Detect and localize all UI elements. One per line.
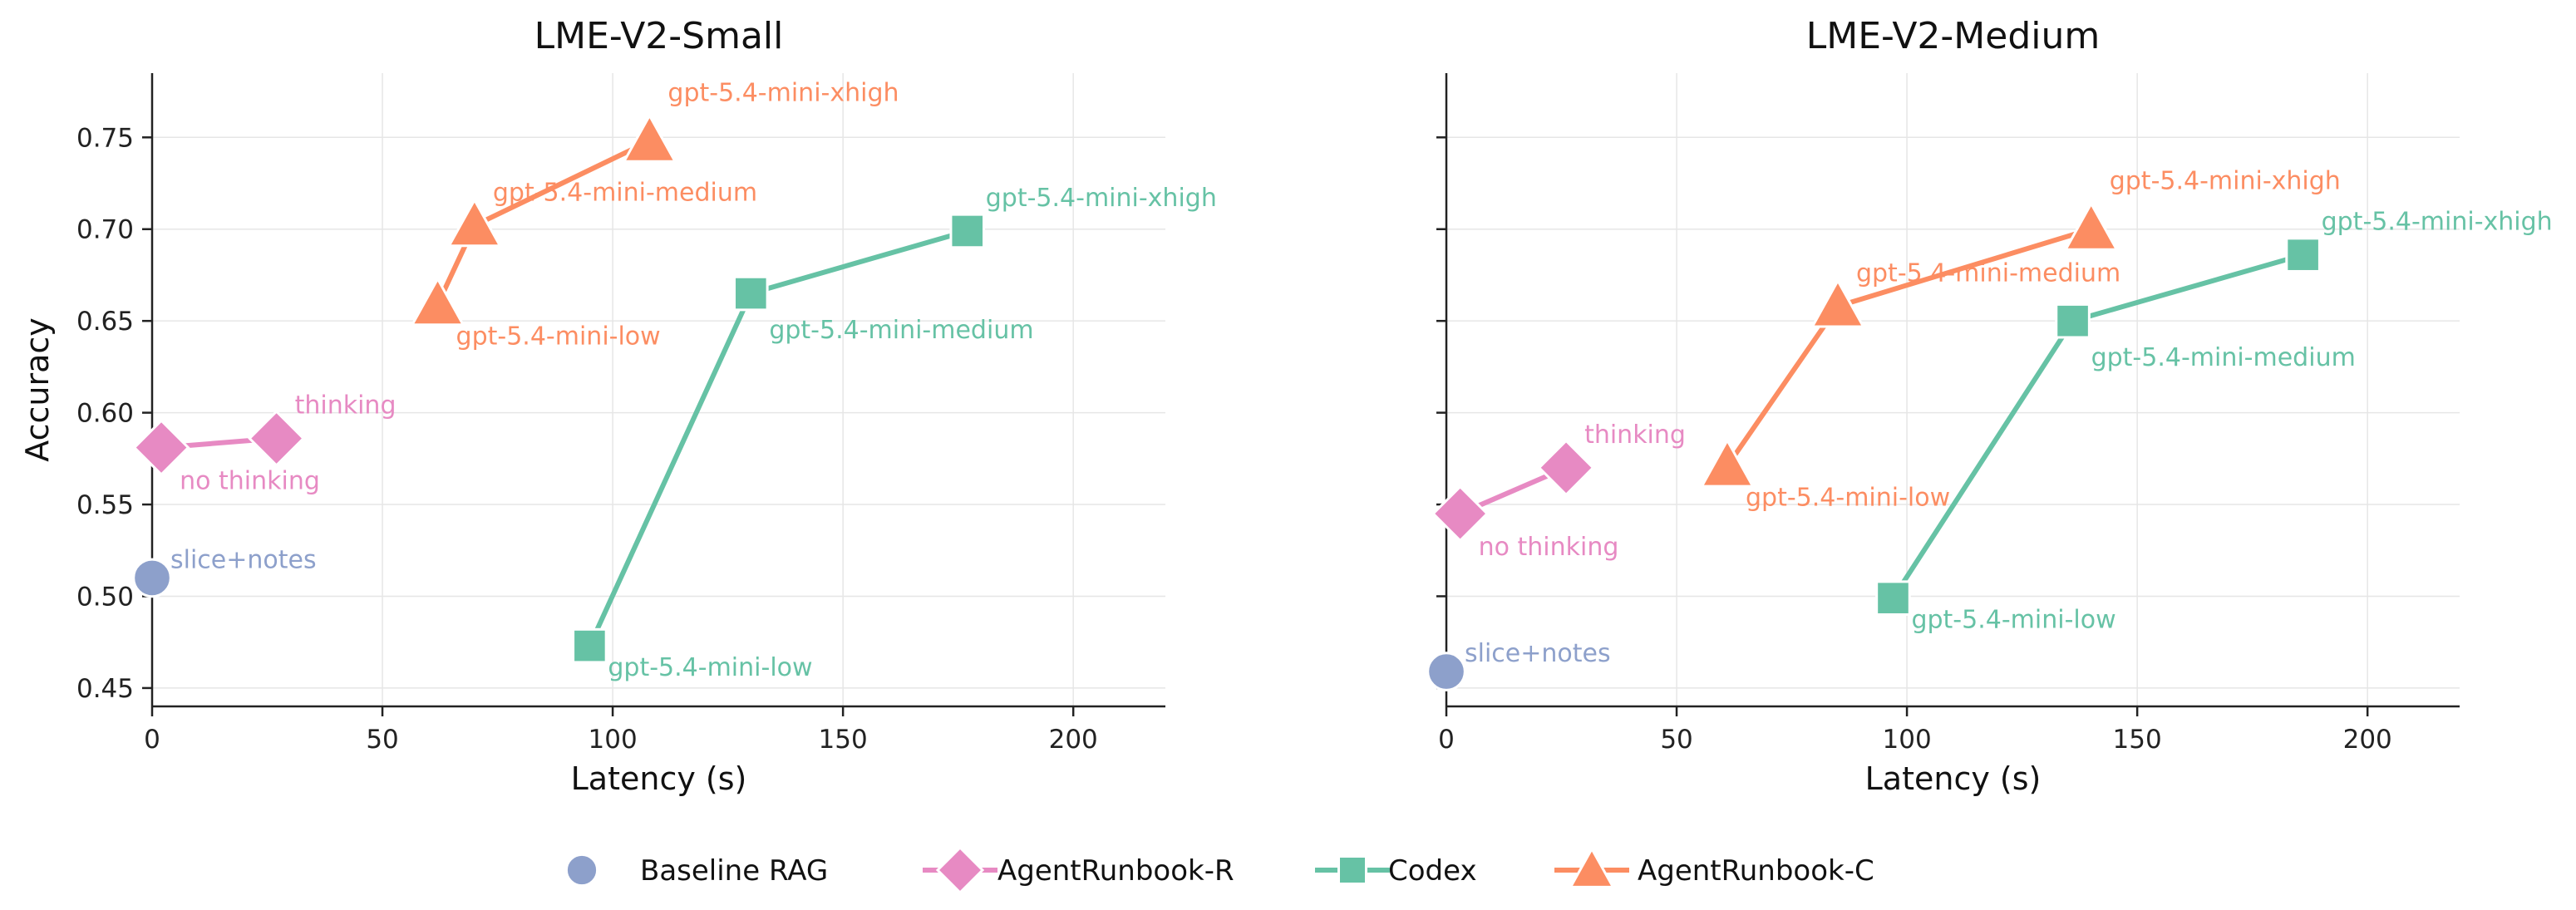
series-agentrunbook-r: no thinking thinking (1431, 421, 1686, 562)
series-codex: gpt-5.4-mini-low gpt-5.4-mini-medium gpt-5… (1875, 208, 2553, 635)
chart-panel-2: 0 50 100 150 200 LME-V2-Medium Latency (s) slic… (1426, 15, 2553, 797)
x-tick-label: 200 (1049, 725, 1098, 755)
chart-title: LME-V2-Medium (1806, 15, 2100, 57)
data-point (2285, 237, 2321, 273)
x-tick-label: 200 (2343, 725, 2392, 755)
data-label: gpt-5.4-mini-medium (493, 178, 757, 207)
series-agentrunbook-c: gpt-5.4-mini-low gpt-5.4-mini-medium gpt-5… (410, 79, 899, 351)
data-point (1699, 437, 1756, 488)
legend-label: Codex (1388, 854, 1477, 888)
data-point (2063, 201, 2119, 251)
data-point (132, 558, 172, 598)
data-label: gpt-5.4-mini-xhigh (2322, 208, 2553, 237)
chart-panel-1: 0 50 100 150 200 0.45 0.50 0.55 0.60 0.65 0.70 0.75… (19, 15, 1217, 797)
y-tick-label: 0.55 (76, 490, 134, 520)
data-point (1426, 652, 1466, 691)
series-baseline-rag: slice+notes (1426, 639, 1611, 691)
legend-marker (564, 853, 599, 888)
data-label: gpt-5.4-mini-low (456, 322, 661, 351)
y-axis-label: Accuracy (19, 317, 56, 462)
data-label: no thinking (180, 467, 320, 496)
y-tick-label: 0.45 (76, 674, 134, 704)
y-tick-label: 0.70 (76, 215, 134, 245)
data-point (2055, 303, 2091, 339)
data-label: thinking (1584, 421, 1686, 450)
data-point (1875, 580, 1911, 616)
legend-label: Baseline RAG (640, 854, 828, 888)
legend: Baseline RAG AgentRunbook-R Codex AgentRunb… (564, 845, 1874, 895)
x-tick-label: 50 (1660, 725, 1692, 755)
legend-marker (1568, 846, 1616, 888)
data-point (622, 113, 677, 163)
legend-label: AgentRunbook-R (997, 854, 1234, 888)
data-label: no thinking (1479, 533, 1619, 562)
legend-marker (1337, 855, 1367, 885)
data-label: gpt-5.4-mini-medium (769, 316, 1033, 345)
y-tick-label: 0.60 (76, 399, 134, 429)
data-point (248, 410, 306, 468)
data-point (446, 197, 503, 248)
series-agentrunbook-c: gpt-5.4-mini-low gpt-5.4-mini-medium gpt-5… (1699, 167, 2341, 513)
data-label: gpt-5.4-mini-medium (2091, 343, 2356, 372)
y-tick-label: 0.75 (76, 123, 134, 153)
series-baseline-rag: slice+notes (132, 545, 317, 598)
data-label: thinking (295, 391, 396, 421)
x-tick-label: 150 (819, 725, 868, 755)
x-tick-label: 100 (589, 725, 638, 755)
data-point (949, 213, 986, 249)
y-tick-label: 0.50 (76, 582, 134, 612)
data-label: gpt-5.4-mini-xhigh (667, 79, 899, 108)
series-agentrunbook-r: no thinking thinking (132, 391, 396, 496)
data-label: gpt-5.4-mini-low (1746, 484, 1950, 513)
x-axis-label: Latency (s) (1865, 760, 2042, 797)
data-point (410, 276, 465, 327)
data-label: slice+notes (170, 545, 317, 574)
chart-title: LME-V2-Small (534, 15, 784, 57)
data-point (733, 275, 769, 312)
x-tick-label: 0 (1438, 725, 1455, 755)
data-label: gpt-5.4-mini-xhigh (2110, 167, 2341, 196)
x-axis-label: Latency (s) (571, 760, 747, 797)
legend-item: Baseline RAG (564, 853, 828, 888)
data-label: gpt-5.4-mini-medium (1856, 259, 2120, 288)
legend-label: AgentRunbook-C (1638, 854, 1874, 888)
data-point (572, 627, 608, 664)
data-point (1537, 439, 1595, 497)
data-label: gpt-5.4-mini-low (1911, 606, 2115, 635)
data-point (1431, 485, 1490, 543)
series-codex: gpt-5.4-mini-low gpt-5.4-mini-medium gpt-5… (572, 184, 1217, 682)
x-tick-label: 150 (2113, 725, 2162, 755)
data-point (132, 419, 190, 477)
y-tick-label: 0.65 (76, 307, 134, 337)
x-tick-label: 50 (366, 725, 398, 755)
legend-item: Codex (1315, 854, 1477, 888)
legend-marker (935, 845, 985, 895)
legend-item: AgentRunbook-R (923, 845, 1234, 895)
x-tick-label: 100 (1883, 725, 1932, 755)
data-label: gpt-5.4-mini-xhigh (986, 184, 1217, 213)
data-point (1810, 278, 1866, 328)
series-line (587, 229, 968, 647)
data-label: slice+notes (1465, 639, 1611, 668)
x-tick-label: 0 (144, 725, 160, 755)
data-label: gpt-5.4-mini-low (608, 653, 812, 682)
series-line (1890, 252, 2304, 600)
legend-item: AgentRunbook-C (1554, 846, 1874, 888)
